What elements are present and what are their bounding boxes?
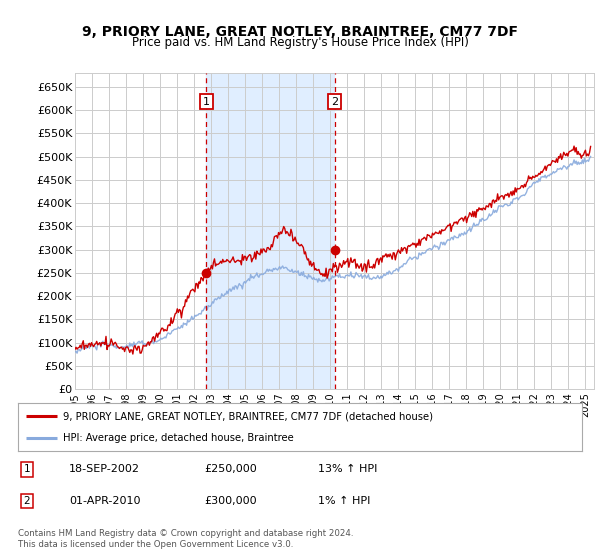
- Text: 1% ↑ HPI: 1% ↑ HPI: [318, 496, 370, 506]
- Bar: [206, 73, 334, 389]
- Text: 1: 1: [203, 97, 210, 106]
- Text: 9, PRIORY LANE, GREAT NOTLEY, BRAINTREE, CM77 7DF: 9, PRIORY LANE, GREAT NOTLEY, BRAINTREE,…: [82, 25, 518, 39]
- Text: 9, PRIORY LANE, GREAT NOTLEY, BRAINTREE, CM77 7DF (detached house): 9, PRIORY LANE, GREAT NOTLEY, BRAINTREE,…: [63, 411, 433, 421]
- Text: HPI: Average price, detached house, Braintree: HPI: Average price, detached house, Brai…: [63, 433, 294, 443]
- Text: 13% ↑ HPI: 13% ↑ HPI: [318, 464, 377, 474]
- Text: Contains HM Land Registry data © Crown copyright and database right 2024.
This d: Contains HM Land Registry data © Crown c…: [18, 529, 353, 549]
- Text: 2: 2: [23, 496, 31, 506]
- Text: 18-SEP-2002: 18-SEP-2002: [69, 464, 140, 474]
- Text: £250,000: £250,000: [204, 464, 257, 474]
- Text: 2: 2: [331, 97, 338, 106]
- Text: Price paid vs. HM Land Registry's House Price Index (HPI): Price paid vs. HM Land Registry's House …: [131, 36, 469, 49]
- Text: £300,000: £300,000: [204, 496, 257, 506]
- Text: 01-APR-2010: 01-APR-2010: [69, 496, 140, 506]
- Text: 1: 1: [23, 464, 31, 474]
